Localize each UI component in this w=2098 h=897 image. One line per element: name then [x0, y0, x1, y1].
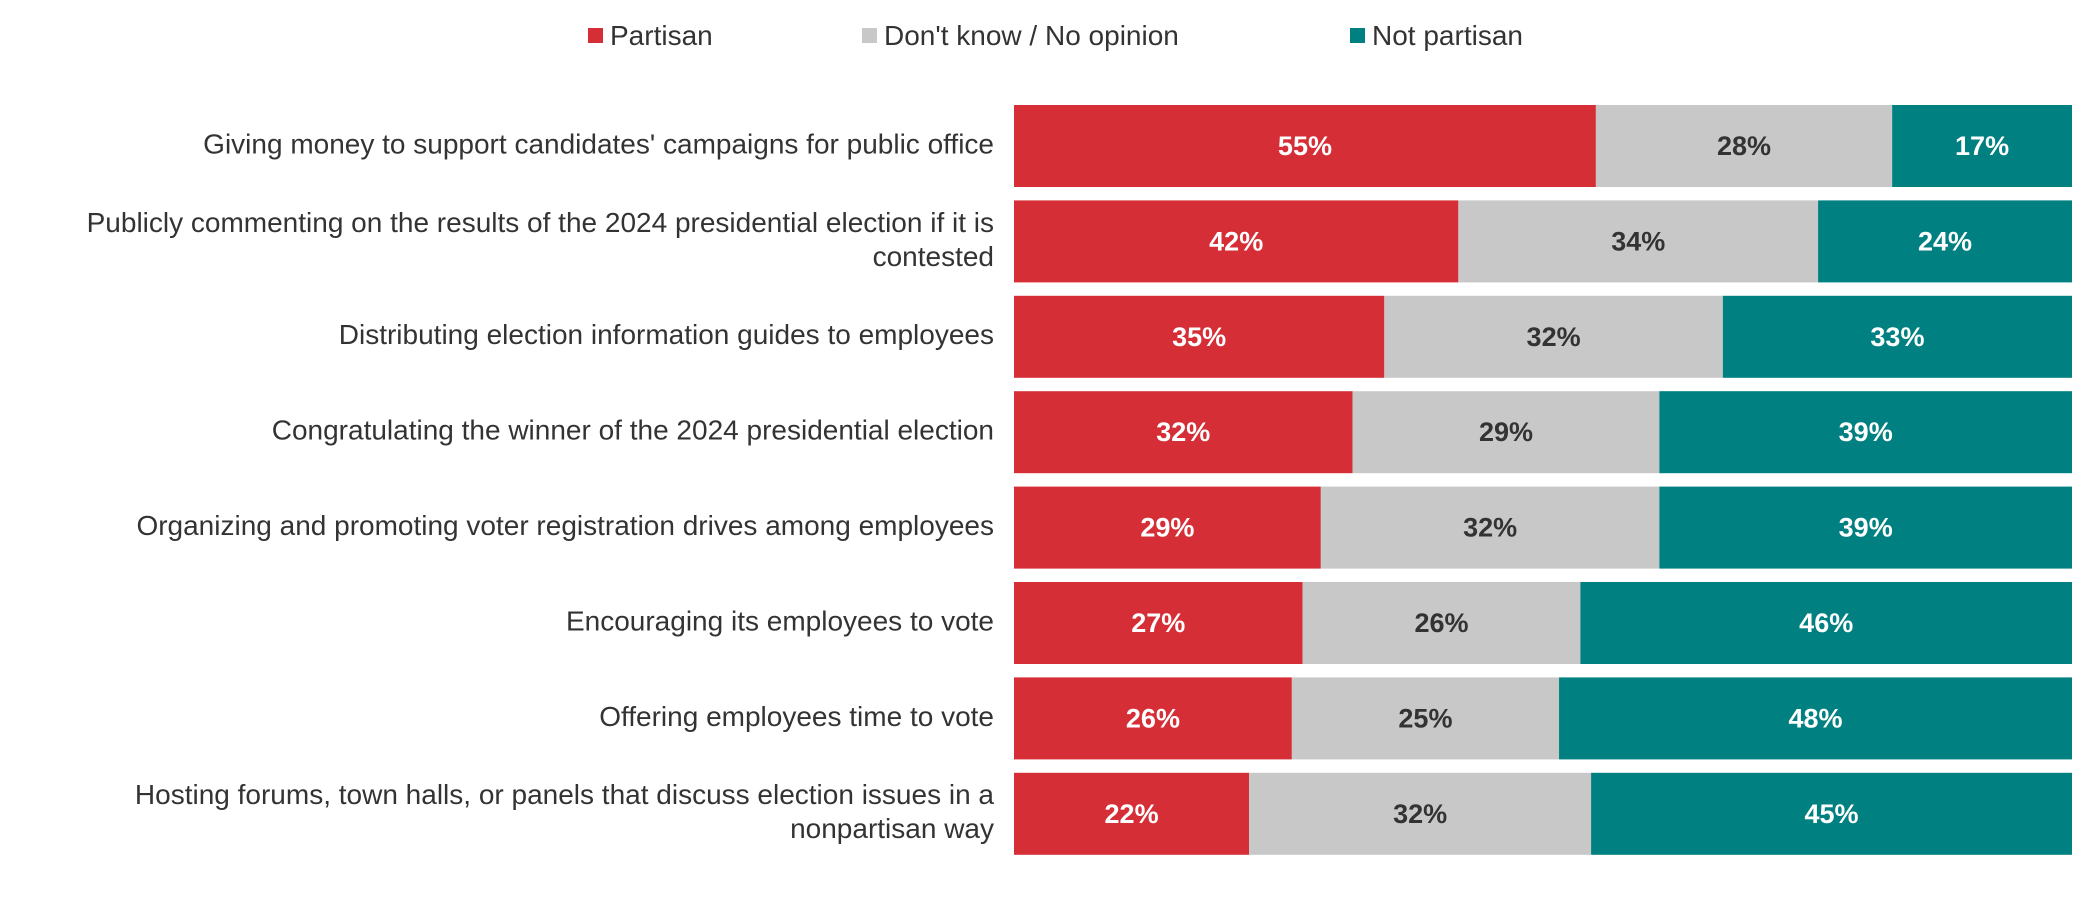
data-label: 28%	[1717, 131, 1771, 161]
legend-swatch-don-t-know-no-opinion	[862, 28, 877, 43]
bar-segment-don-t-know-no-opinion	[1249, 772, 1592, 855]
bar-segment-don-t-know-no-opinion	[1352, 391, 1660, 474]
category-label: nonpartisan way	[790, 813, 994, 844]
data-label: 26%	[1414, 608, 1468, 638]
bar-segment-partisan	[1014, 486, 1321, 569]
category-label: Publicly commenting on the results of th…	[87, 207, 994, 238]
legend: Partisan Don't know / No opinion Not parti…	[588, 20, 1523, 51]
category-label: contested	[873, 241, 994, 272]
data-label: 33%	[1870, 322, 1924, 352]
data-label: 32%	[1527, 322, 1581, 352]
bar-segment-partisan	[1014, 105, 1596, 187]
bar-segment-don-t-know-no-opinion	[1595, 105, 1893, 187]
bar-segment-partisan	[1014, 295, 1385, 378]
category-label: Distributing election information guides…	[339, 319, 994, 350]
data-label: 26%	[1126, 703, 1180, 733]
bar-segment-not-partisan	[1591, 772, 2072, 855]
data-label: 42%	[1209, 226, 1263, 256]
bar-segment-don-t-know-no-opinion	[1458, 200, 1819, 283]
data-label: 27%	[1131, 608, 1185, 638]
legend-label-don-t-know-no-opinion: Don't know / No opinion	[884, 20, 1179, 51]
data-label: 17%	[1955, 131, 2009, 161]
legend-label-partisan: Partisan	[610, 20, 713, 51]
data-label: 22%	[1105, 799, 1159, 829]
bar-segment-not-partisan	[1659, 391, 2072, 474]
data-label: 48%	[1788, 703, 1842, 733]
bar-segment-not-partisan	[1818, 200, 2072, 283]
bar-segment-not-partisan	[1580, 582, 2072, 664]
data-label: 34%	[1611, 226, 1665, 256]
legend-swatch-partisan	[588, 28, 603, 43]
bar-segment-don-t-know-no-opinion	[1320, 486, 1660, 569]
category-labels: Giving money to support candidates' camp…	[87, 128, 995, 844]
bar-segment-not-partisan	[1559, 677, 2072, 760]
bar-segment-partisan	[1014, 582, 1303, 664]
data-label: 39%	[1839, 417, 1893, 447]
data-label: 45%	[1805, 799, 1859, 829]
data-label: 32%	[1393, 799, 1447, 829]
legend-label-not-partisan: Not partisan	[1372, 20, 1523, 51]
category-label: Organizing and promoting voter registrat…	[136, 510, 994, 541]
bar-segment-partisan	[1014, 772, 1250, 855]
category-label: Encouraging its employees to vote	[566, 605, 994, 636]
bars: 55% 28% 17% 42% 34% 24% 35% 32% 33% 32% 29% 39% 29% 3…	[1014, 105, 2072, 855]
bar-segment-not-partisan	[1722, 295, 2072, 378]
data-label: 35%	[1172, 322, 1226, 352]
category-label: Hosting forums, town halls, or panels th…	[135, 779, 995, 810]
bar-segment-don-t-know-no-opinion	[1384, 295, 1723, 378]
category-label: Giving money to support candidates' camp…	[203, 128, 994, 159]
data-label: 29%	[1479, 417, 1533, 447]
data-label: 39%	[1839, 513, 1893, 543]
legend-swatch-not-partisan	[1350, 28, 1365, 43]
data-label: 46%	[1799, 608, 1853, 638]
bar-segment-partisan	[1014, 200, 1459, 283]
bar-segment-partisan	[1014, 677, 1292, 760]
bar-segment-don-t-know-no-opinion	[1291, 677, 1560, 760]
bar-segment-partisan	[1014, 391, 1353, 474]
bar-segment-don-t-know-no-opinion	[1302, 582, 1581, 664]
bar-segment-not-partisan	[1892, 105, 2072, 187]
bar-segment-not-partisan	[1659, 486, 2072, 569]
category-label: Offering employees time to vote	[599, 701, 994, 732]
category-label: Congratulating the winner of the 2024 pr…	[272, 415, 994, 446]
data-label: 32%	[1463, 513, 1517, 543]
data-label: 24%	[1918, 226, 1972, 256]
data-label: 29%	[1140, 513, 1194, 543]
data-label: 32%	[1156, 417, 1210, 447]
data-label: 55%	[1278, 131, 1332, 161]
data-label: 25%	[1398, 703, 1452, 733]
